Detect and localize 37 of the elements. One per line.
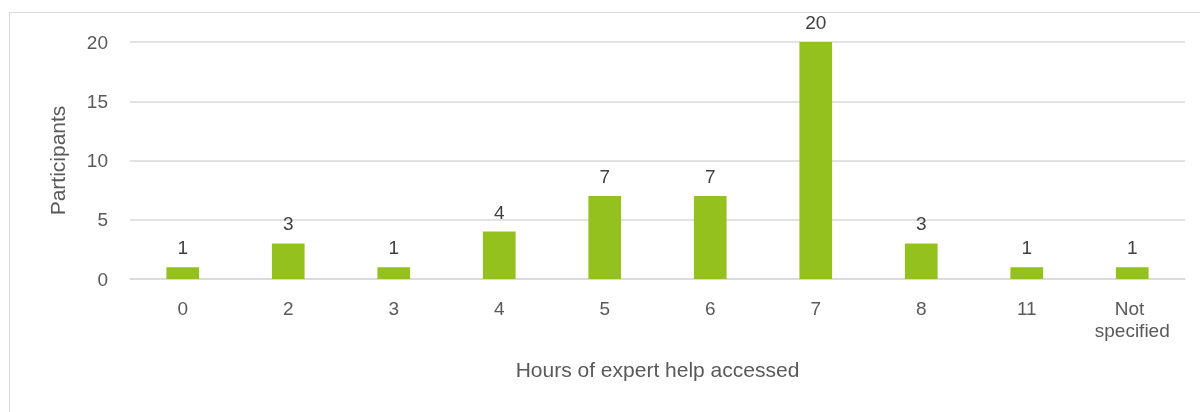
data-label: 3 <box>282 213 294 235</box>
data-label: 7 <box>599 166 611 188</box>
y-tick-label: 20 <box>86 31 108 53</box>
data-label: 1 <box>1126 237 1138 259</box>
bar <box>588 196 622 279</box>
data-label: 1 <box>177 237 189 259</box>
x-tick-label: 11 <box>1016 297 1037 319</box>
x-tick-label: 5 <box>599 297 611 319</box>
y-tick-label: 10 <box>86 150 108 171</box>
data-label: 3 <box>915 213 927 235</box>
bar <box>799 42 833 279</box>
x-tick-label: 6 <box>704 297 716 319</box>
y-tick-label: 0 <box>97 268 108 290</box>
x-tick-label: Not specified <box>1094 297 1170 341</box>
x-tick-label: 0 <box>177 297 189 319</box>
y-axis-title: Participants <box>46 105 69 216</box>
x-tick-label: 4 <box>493 297 505 319</box>
data-label: 1 <box>388 237 400 259</box>
data-label: 20 <box>805 12 827 33</box>
x-tick-label: 8 <box>915 297 927 319</box>
data-label: 4 <box>493 201 505 223</box>
bar <box>1010 267 1044 279</box>
y-tick-label: 5 <box>97 209 108 231</box>
x-tick-label: 7 <box>810 297 822 319</box>
x-tick-label: 2 <box>282 297 294 319</box>
y-tick-label: 15 <box>86 90 108 112</box>
data-label: 1 <box>1021 237 1033 259</box>
data-label: 7 <box>704 166 716 188</box>
bar <box>1115 267 1149 279</box>
bar <box>166 267 200 279</box>
bar <box>482 231 516 279</box>
bar <box>904 243 938 279</box>
bar <box>271 243 305 279</box>
x-tick-label: 3 <box>388 297 400 319</box>
x-axis-title: Hours of expert help accessed <box>515 358 800 381</box>
bar <box>377 267 411 279</box>
bar <box>693 196 727 279</box>
